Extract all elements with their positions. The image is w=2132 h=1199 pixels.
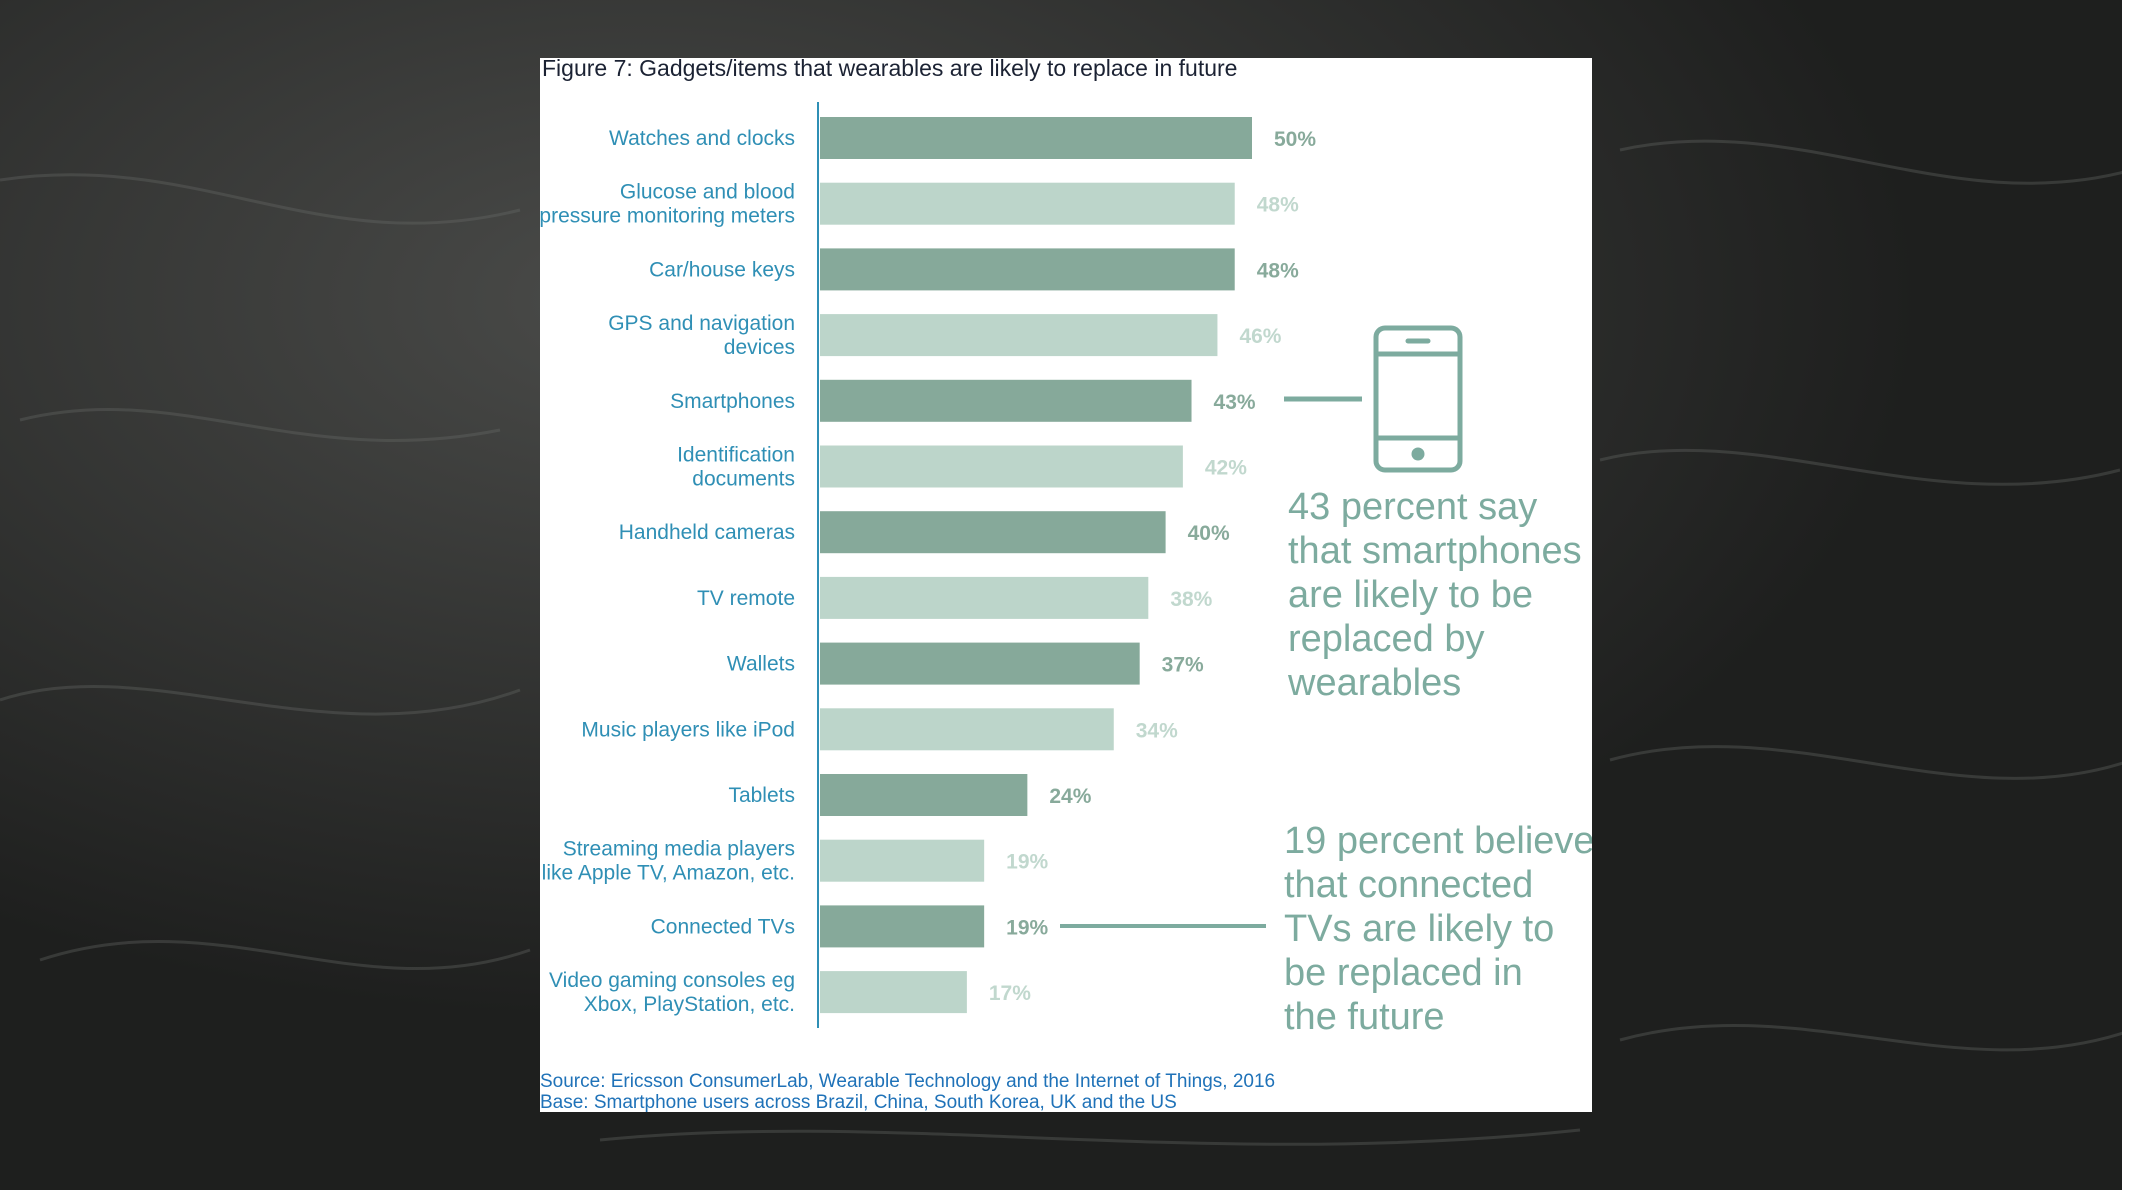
category-label: Identification documents [677, 444, 795, 491]
category-label: Connected TVs [651, 915, 795, 938]
bar-value-label: 34% [1136, 719, 1178, 742]
category-label: Video gaming consoles eg Xbox, PlayStatio… [549, 969, 795, 1016]
category-label: Music players like iPod [581, 718, 795, 741]
category-label: Tablets [728, 784, 795, 807]
bar-value-label: 17% [989, 982, 1031, 1005]
bar-value-label: 24% [1049, 785, 1091, 808]
bar [820, 379, 1192, 422]
bar-value-label: 40% [1188, 522, 1230, 545]
category-label: Watches and clocks [609, 127, 795, 150]
category-label: TV remote [697, 587, 795, 610]
bar [820, 642, 1140, 685]
connected-tv-callout-text: 19 percent believe that connected TVs ar… [1284, 820, 1592, 1038]
category-label: Smartphones [670, 390, 795, 413]
bar [820, 511, 1166, 554]
bar [820, 839, 985, 882]
bar [820, 708, 1114, 751]
bar-value-label: 37% [1162, 654, 1204, 677]
smartphone-callout: 43 percent say that smartphones are like… [1284, 325, 1592, 704]
category-label: Car/house keys [649, 258, 795, 281]
category-label: Streaming media players like Apple TV, Am… [542, 838, 795, 885]
bar [820, 182, 1235, 225]
bar-value-label: 42% [1205, 457, 1247, 480]
chart-card: Figure 7: Gadgets/items that wearables a… [540, 58, 1592, 1112]
bar-value-label: 43% [1214, 391, 1256, 414]
category-label: Handheld cameras [619, 521, 795, 544]
bar-chart: Figure 7: Gadgets/items that wearables a… [540, 58, 1592, 1112]
bar-value-label: 19% [1006, 916, 1048, 939]
bar-value-label: 19% [1006, 851, 1048, 874]
category-label: GPS and navigation devices [608, 312, 795, 359]
bar-value-label: 50% [1274, 128, 1316, 151]
bar [820, 576, 1149, 619]
smartphone-icon [1373, 325, 1463, 473]
bar [820, 314, 1218, 357]
bars [820, 117, 1252, 1014]
bar-value-label: 46% [1239, 325, 1281, 348]
category-label: Wallets [727, 653, 795, 676]
chart-title: Figure 7: Gadgets/items that wearables a… [542, 58, 1237, 81]
bar-value-label: 48% [1257, 194, 1299, 217]
bar [820, 445, 1183, 488]
value-labels: 50% 48% 48% 46% 43% 42% 40% 38% 37% 34% 24% 19% 19% 1… [989, 128, 1316, 1005]
source-note: Source: Ericsson ConsumerLab, Wearable T… [540, 1071, 1275, 1092]
bar-value-label: 48% [1257, 259, 1299, 282]
connected-tv-callout: 19 percent believe that connected TVs ar… [1060, 820, 1592, 1038]
bar [820, 905, 985, 948]
category-labels: Watches and clocks Glucose and blood press… [540, 127, 795, 1016]
bar [820, 971, 967, 1014]
bar-value-label: 38% [1170, 588, 1212, 611]
bar [820, 774, 1028, 816]
base-note: Base: Smartphone users across Brazil, Ch… [540, 1092, 1177, 1112]
bar [820, 117, 1252, 159]
smartphone-callout-text: 43 percent say that smartphones are like… [1287, 486, 1592, 704]
category-label: Glucose and blood pressure monitoring met… [540, 181, 795, 228]
bar [820, 248, 1235, 291]
